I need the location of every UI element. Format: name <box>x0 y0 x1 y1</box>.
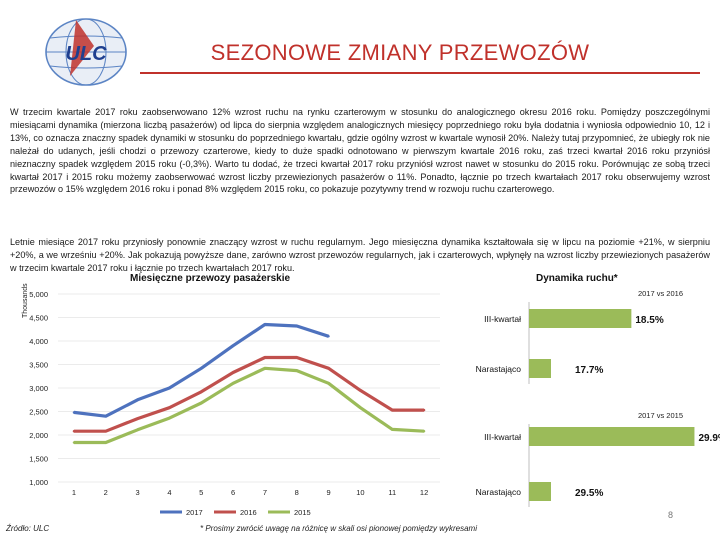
data-point-2017 <box>200 367 203 370</box>
data-point-2015 <box>359 406 362 409</box>
data-point-2017 <box>263 323 267 326</box>
page-title: SEZONOWE ZMIANY PRZEWOZÓW <box>210 40 590 65</box>
data-point-2017 <box>231 344 235 347</box>
data-point-2016 <box>391 408 394 412</box>
data-point-2017 <box>168 386 171 390</box>
data-point-2016 <box>72 430 76 433</box>
data-point-2017 <box>104 415 107 418</box>
line-chart: 5,000 4,500 4,000 3,500 3,000 2,500 2,000 1,500… <box>29 290 440 517</box>
bar <box>529 482 551 501</box>
data-point-2016 <box>327 367 330 370</box>
data-point-2016 <box>168 406 171 409</box>
data-point-2015 <box>422 430 426 433</box>
x-tick-label: 11 <box>388 488 396 497</box>
data-point-2016 <box>136 417 139 420</box>
y-tick-label: 2,000 <box>29 431 48 440</box>
panel-subtitle: 2017 vs 2015 <box>638 411 683 420</box>
bar-value-label: 18.5% <box>635 315 663 326</box>
data-point-2017 <box>136 398 139 401</box>
y-tick-label: 4,500 <box>29 314 48 323</box>
data-point-2016 <box>200 390 203 393</box>
x-tick-label: 6 <box>231 488 235 497</box>
data-point-2015 <box>391 428 394 431</box>
bar-value-label: 17.7% <box>575 365 603 376</box>
data-point-2016 <box>422 408 426 412</box>
data-point-2015 <box>200 401 203 405</box>
paragraph-regular: Letnie miesiące 2017 roku przyniosły pon… <box>10 237 710 273</box>
x-tick-label: 5 <box>199 488 203 497</box>
source-note: Źródło: ULC <box>6 524 50 533</box>
data-point-2015 <box>168 416 171 420</box>
data-point-2015 <box>295 369 298 372</box>
y-tick-label: 1,000 <box>29 478 48 487</box>
x-tick-label: 12 <box>420 488 428 497</box>
legend-label-2015: 2015 <box>294 508 311 517</box>
bar-chart-title: Dynamika ruchu* <box>536 273 618 284</box>
line-chart-title: Miesięczne przewozy pasażerskie <box>130 273 291 284</box>
data-point-2016 <box>231 371 235 374</box>
y-tick-label: 3,500 <box>29 361 48 370</box>
bar-chart: 2017 vs 2016 III-kwartał 18.5% Narastająco 1… <box>476 289 720 507</box>
legend-label-2016: 2016 <box>240 508 257 517</box>
data-point-2016 <box>263 356 267 359</box>
panel-subtitle: 2017 vs 2016 <box>638 289 683 298</box>
footnote: * Prosimy zwrócić uwagę na różnicę w ska… <box>200 524 477 533</box>
ulc-logo: ULC <box>45 18 127 86</box>
paragraph-charter: W trzecim kwartale 2017 roku zaobserwowa… <box>10 107 710 195</box>
x-tick-label: 3 <box>135 488 139 497</box>
series-line-2015 <box>73 366 425 445</box>
y-tick-label: 3,000 <box>29 384 48 393</box>
logo-wing-icon <box>70 20 94 76</box>
data-point-2015 <box>104 441 107 444</box>
page-number: 8 <box>668 510 674 520</box>
y-tick-label: 2,500 <box>29 408 48 417</box>
data-point-2017 <box>295 324 298 328</box>
bar-category-label: III-kwartał <box>484 314 521 324</box>
x-tick-label: 9 <box>326 488 330 497</box>
bar-category-label: Narastająco <box>476 487 522 497</box>
bar <box>529 359 551 378</box>
bar-category-label: III-kwartał <box>484 432 521 442</box>
series-line-2016 <box>73 355 425 433</box>
data-point-2015 <box>263 367 267 370</box>
bar-value-label: 29.9% <box>698 433 720 444</box>
bar-category-label: Narastająco <box>476 364 522 374</box>
x-tick-label: 7 <box>263 488 267 497</box>
bar <box>529 427 695 446</box>
title-divider <box>140 72 700 74</box>
data-point-2016 <box>359 389 362 392</box>
bar-value-label: 29.5% <box>575 488 603 499</box>
data-point-2015 <box>231 382 235 385</box>
x-tick-label: 10 <box>356 488 364 497</box>
data-point-2017 <box>327 335 330 338</box>
data-point-2017 <box>72 411 76 414</box>
logo-text: ULC <box>65 43 107 65</box>
data-point-2015 <box>136 428 139 432</box>
y-tick-label: 4,000 <box>29 337 48 346</box>
x-tick-label: 2 <box>104 488 108 497</box>
x-tick-label: 1 <box>72 488 76 497</box>
y-tick-label: 1,500 <box>29 455 48 464</box>
data-point-2016 <box>295 356 298 359</box>
x-tick-label: 8 <box>295 488 299 497</box>
legend-label-2017: 2017 <box>186 508 203 517</box>
bar <box>529 309 632 328</box>
x-tick-label: 4 <box>167 488 171 497</box>
data-point-2016 <box>104 430 107 433</box>
y-tick-label: 5,000 <box>29 290 48 299</box>
data-point-2015 <box>327 382 330 385</box>
data-point-2015 <box>72 441 76 444</box>
